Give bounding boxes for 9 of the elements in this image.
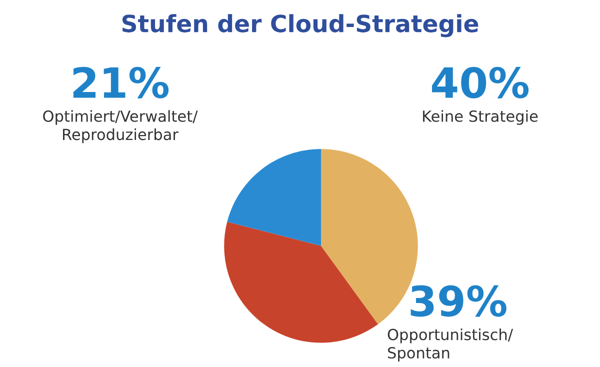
slice-label: Keine Strategie: [423, 110, 538, 125]
slice-label: Opportunistisch/ Spontan: [388, 328, 514, 362]
data-label: 39%: [410, 285, 506, 317]
chart-title: Stufen der Cloud-Strategie: [122, 14, 478, 38]
slice-label: Optimiert/Verwaltet/ Reproduzierbar: [43, 110, 198, 144]
pie-slice: [227, 149, 321, 246]
data-label: 40%: [432, 66, 529, 98]
data-label: 21%: [73, 66, 169, 98]
pie-slice: [224, 222, 378, 343]
